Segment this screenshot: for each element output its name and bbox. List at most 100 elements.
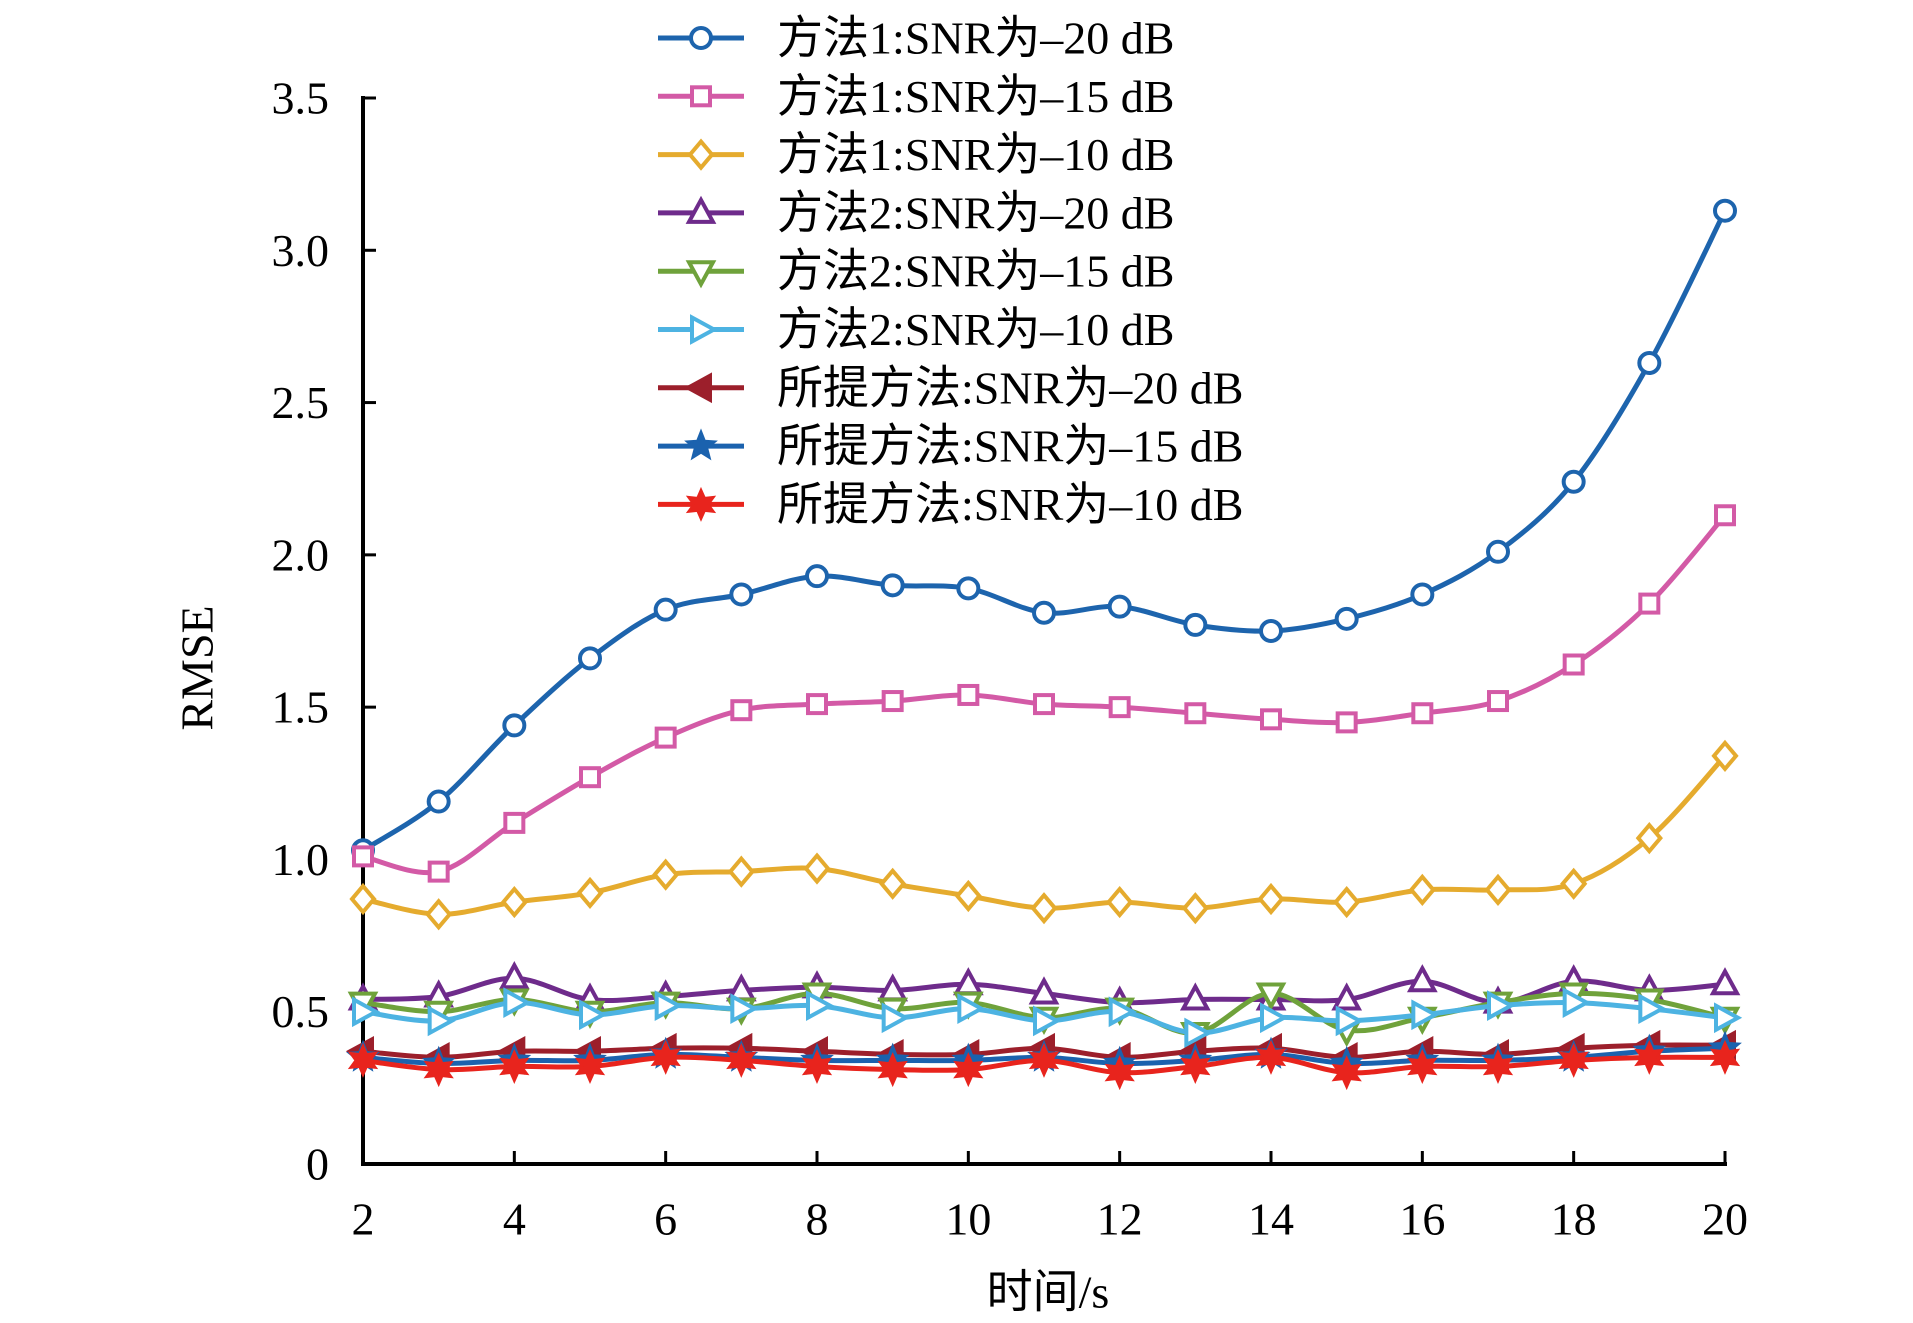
series-3-point-x13 — [1181, 892, 1209, 925]
legend-marker-1 — [689, 26, 713, 50]
series-3-point-x18 — [1560, 867, 1588, 900]
y-tick-label: 1.0 — [272, 834, 330, 885]
series-9-point-x19 — [1634, 1039, 1665, 1075]
series-9-point-x18 — [1558, 1042, 1589, 1078]
series-9-point-x16 — [1407, 1049, 1438, 1084]
series-3-point-x20 — [1711, 739, 1739, 772]
series-3-point-x10 — [954, 879, 982, 913]
series-2-point-x11 — [1033, 693, 1055, 716]
series-6-point-x14 — [1260, 1002, 1289, 1034]
series-1-point-x3 — [426, 789, 451, 814]
series-1-point-x10 — [956, 576, 981, 601]
series-6-point-x12 — [1108, 996, 1137, 1028]
x-tick-label: 2 — [352, 1194, 375, 1245]
series-2-point-x12 — [1108, 696, 1131, 719]
legend-marker-8 — [684, 428, 718, 461]
series-3-point-x6 — [652, 858, 680, 891]
series-6-point-x3 — [427, 1005, 456, 1037]
series-9-point-x7 — [726, 1042, 757, 1078]
series-9-point-x17 — [1482, 1049, 1514, 1084]
x-tick-label: 6 — [654, 1194, 677, 1245]
x-tick-label: 20 — [1702, 1194, 1748, 1245]
legend: 方法1:SNR为–20 dB 方法1:SNR为–15 dB 方法1:SNR为–10 … — [658, 13, 1243, 530]
legend-marker-3 — [687, 138, 715, 171]
y-tick-label: 2.5 — [272, 377, 330, 428]
series-9-point-x10 — [953, 1052, 984, 1088]
series-3-point-x5 — [576, 876, 604, 910]
legend-entry-1: 方法1:SNR为–20 dB — [658, 13, 1174, 64]
series-6-point-x16 — [1411, 999, 1440, 1031]
y-tick-label: 3.0 — [272, 225, 330, 276]
series-6-point-x20 — [1714, 1002, 1743, 1034]
series-1-point-x5 — [578, 646, 602, 671]
series-1-point-x6 — [653, 597, 678, 622]
legend-label-9: 所提方法:SNR为–10 dB — [777, 479, 1243, 530]
legend-marker-7 — [683, 372, 712, 404]
series-1-point-x9 — [880, 573, 905, 598]
series-2-point-x17 — [1487, 690, 1509, 713]
series-3 — [349, 739, 1739, 931]
legend-label-2: 方法1:SNR为–15 dB — [777, 71, 1174, 122]
series-2-point-x5 — [579, 766, 601, 789]
series-6-point-x6 — [654, 990, 683, 1021]
series-1-point-x4 — [502, 713, 527, 738]
series-layer — [345, 198, 1743, 1091]
series-9-point-x5 — [574, 1049, 606, 1084]
series-6-point-x19 — [1638, 993, 1667, 1025]
series-3-point-x7 — [727, 855, 755, 888]
series-9-point-x20 — [1709, 1039, 1741, 1075]
series-2-point-x4 — [503, 811, 526, 834]
series-9-point-x2 — [347, 1042, 379, 1078]
legend-marker-9 — [685, 486, 717, 522]
x-tick-label: 12 — [1097, 1194, 1143, 1245]
series-3-point-x14 — [1257, 882, 1285, 916]
series-6-point-x15 — [1335, 1005, 1364, 1037]
series-9-point-x15 — [1331, 1055, 1362, 1091]
legend-entry-2: 方法1:SNR为–15 dB — [658, 71, 1174, 122]
series-6-point-x18 — [1562, 987, 1591, 1018]
series-6-point-x4 — [503, 987, 532, 1018]
series-1-point-x17 — [1486, 539, 1510, 564]
x-tick-label: 14 — [1248, 1194, 1294, 1245]
series-3-point-x19 — [1635, 822, 1663, 855]
series-5-point-x14 — [1255, 982, 1287, 1011]
series-1-point-x11 — [1032, 600, 1056, 625]
series-3-point-x8 — [803, 852, 831, 885]
y-tick-label: 1.5 — [272, 682, 330, 733]
series-6 — [352, 987, 1743, 1049]
x-tick-label: 8 — [806, 1194, 829, 1245]
series-9-point-x6 — [650, 1039, 681, 1075]
series-3-point-x3 — [425, 898, 453, 931]
series-2-point-x9 — [881, 690, 904, 713]
series-2-point-x8 — [806, 693, 828, 716]
series-6-point-x8 — [806, 990, 835, 1021]
series-3-point-x12 — [1106, 885, 1134, 919]
series-9-point-x12 — [1104, 1055, 1135, 1091]
y-axis-label: RMSE — [172, 605, 223, 730]
series-2-point-x20 — [1714, 504, 1736, 527]
legend-label-7: 所提方法:SNR为–20 dB — [777, 362, 1243, 413]
series-9-point-x13 — [1180, 1049, 1211, 1084]
legend-entry-7: 所提方法:SNR为–20 dB — [658, 362, 1243, 413]
series-4-point-x13 — [1179, 982, 1211, 1011]
legend-marker-6 — [690, 314, 719, 345]
series-2-point-x18 — [1562, 653, 1585, 676]
x-tick-label: 16 — [1399, 1194, 1445, 1245]
legend-marker-2 — [690, 85, 712, 108]
series-1 — [351, 198, 1737, 863]
y-tick-label: 2.0 — [272, 529, 330, 580]
legend-marker-4 — [685, 195, 717, 224]
legend-label-8: 所提方法:SNR为–15 dB — [777, 421, 1243, 472]
series-4-point-x15 — [1331, 982, 1363, 1011]
series-3-point-x15 — [1333, 885, 1361, 919]
series-9-point-x4 — [499, 1049, 530, 1084]
series-1-point-x15 — [1334, 606, 1359, 631]
series-6-point-x5 — [579, 999, 608, 1031]
x-tick-label: 4 — [503, 1194, 526, 1245]
legend-label-3: 方法1:SNR为–10 dB — [777, 129, 1174, 180]
series-3-line — [362, 754, 1727, 917]
ticks: 0 0.5 1.0 1.5 2.0 2.5 3.0 3.5 2 4 6 8 10 12 14 16 18 20 — [272, 73, 1749, 1245]
series-6-point-x7 — [730, 993, 759, 1025]
x-tick-label: 18 — [1551, 1194, 1597, 1245]
series-4-point-x4 — [498, 961, 530, 990]
